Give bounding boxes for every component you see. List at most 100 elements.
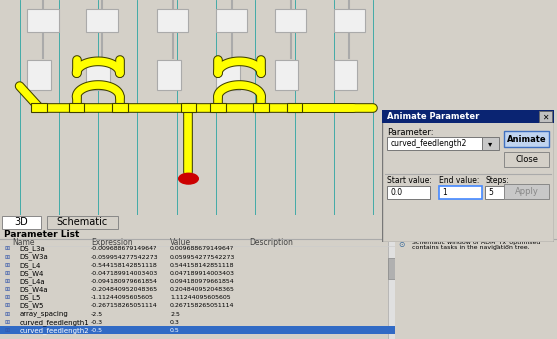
Text: 0.204840952048365: 0.204840952048365 (170, 287, 235, 292)
FancyBboxPatch shape (2, 216, 41, 229)
Text: ⊞: ⊞ (4, 263, 9, 268)
Text: Value: Value (170, 238, 191, 247)
Text: ✕: ✕ (543, 112, 549, 121)
Text: DS_W4a: DS_W4a (20, 286, 48, 293)
FancyBboxPatch shape (27, 8, 59, 32)
Text: ⊞: ⊞ (4, 303, 9, 308)
Text: Schematic window of ADM_Tx_optimised contains tasks in the navigation tree.: Schematic window of ADM_Tx_optimised con… (412, 239, 540, 251)
Text: 1: 1 (442, 188, 447, 197)
Text: DS_L3a: DS_L3a (20, 245, 46, 252)
FancyBboxPatch shape (334, 60, 358, 91)
Text: DS_L5: DS_L5 (20, 294, 41, 301)
Text: ⊞: ⊞ (4, 320, 9, 325)
Bar (112, 103, 128, 112)
Text: Parameter:: Parameter: (387, 128, 433, 137)
Text: curved_feedlength2: curved_feedlength2 (20, 327, 89, 334)
Text: ⊞: ⊞ (4, 271, 9, 276)
FancyBboxPatch shape (86, 60, 110, 91)
Text: curved_feedlength2: curved_feedlength2 (390, 139, 467, 148)
Text: -2.5: -2.5 (91, 312, 103, 317)
Text: Animate: Animate (507, 135, 546, 144)
Bar (210, 103, 226, 112)
FancyBboxPatch shape (334, 8, 365, 32)
Bar (539, 112, 553, 122)
Text: -0.204840952048365: -0.204840952048365 (91, 287, 158, 292)
Text: ⊞: ⊞ (4, 295, 9, 300)
Bar (253, 103, 269, 112)
Circle shape (179, 173, 198, 184)
Text: ⊞: ⊞ (4, 246, 9, 252)
Bar (388, 231, 395, 339)
Text: Parameter List: Parameter List (4, 231, 79, 239)
FancyBboxPatch shape (47, 216, 118, 229)
Text: array_spacing: array_spacing (20, 311, 69, 317)
Text: ▾: ▾ (488, 139, 492, 148)
Text: Description: Description (249, 238, 293, 247)
Text: Name: Name (12, 238, 35, 247)
FancyBboxPatch shape (157, 8, 188, 32)
Bar (0, 326, 395, 334)
FancyBboxPatch shape (157, 60, 180, 91)
Text: Close: Close (515, 155, 538, 164)
Text: DS_W3a: DS_W3a (20, 254, 48, 260)
Text: ⊞: ⊞ (4, 328, 9, 333)
Text: 0.0: 0.0 (390, 188, 402, 197)
Text: ⊞: ⊞ (4, 279, 9, 284)
Text: ○  △  ①  ▣: ○ △ ① ▣ (485, 232, 522, 238)
Text: 0.059954277542273: 0.059954277542273 (170, 255, 236, 260)
Text: 0.544158142851118: 0.544158142851118 (170, 263, 234, 268)
Text: DS_W5: DS_W5 (20, 302, 44, 309)
Text: 2.5: 2.5 (170, 312, 180, 317)
Text: -0.267158265051114: -0.267158265051114 (91, 303, 158, 308)
Text: Schematic: Schematic (57, 217, 108, 227)
Text: 0.094180979661854: 0.094180979661854 (170, 279, 235, 284)
Text: Start value:: Start value: (387, 176, 432, 185)
Text: ⊙: ⊙ (399, 240, 405, 249)
Text: -0.544158142851118: -0.544158142851118 (91, 263, 158, 268)
Bar (504, 153, 549, 167)
Bar (504, 184, 549, 199)
Text: DS_L4: DS_L4 (20, 262, 41, 268)
FancyBboxPatch shape (216, 8, 247, 32)
FancyBboxPatch shape (275, 60, 299, 91)
Text: ⊞: ⊞ (4, 312, 9, 317)
Text: -0.047189914003403: -0.047189914003403 (91, 271, 158, 276)
Text: Expression: Expression (91, 238, 133, 247)
Text: Animate Parameter: Animate Parameter (387, 112, 479, 121)
Text: DS_W4: DS_W4 (20, 270, 44, 277)
Bar (69, 103, 85, 112)
Bar (387, 185, 430, 199)
Text: Steps:: Steps: (485, 176, 509, 185)
Text: -0.059954277542273: -0.059954277542273 (91, 255, 159, 260)
Text: 0.267158265051114: 0.267158265051114 (170, 303, 234, 308)
Text: -0.00968867914964?: -0.00968867914964? (91, 246, 158, 252)
Text: -0.3: -0.3 (91, 320, 103, 325)
Text: End value:: End value: (438, 176, 479, 185)
Text: 0.00968867914964?: 0.00968867914964? (170, 246, 234, 252)
Text: 0.047189914003403: 0.047189914003403 (170, 271, 235, 276)
Text: -0.5: -0.5 (91, 328, 103, 333)
Text: curved_feedlength1: curved_feedlength1 (20, 319, 90, 325)
Text: DS_L4a: DS_L4a (20, 278, 46, 285)
Bar (31, 103, 47, 112)
Text: 1.11244095605605: 1.11244095605605 (170, 295, 231, 300)
Text: ⊞: ⊞ (4, 255, 9, 260)
Bar (180, 103, 197, 112)
Text: 0.3: 0.3 (170, 320, 180, 325)
Text: -0.094180979661854: -0.094180979661854 (91, 279, 158, 284)
FancyBboxPatch shape (275, 8, 306, 32)
Bar (382, 110, 554, 123)
Text: 3D: 3D (14, 217, 28, 227)
Text: 0.5: 0.5 (170, 328, 180, 333)
Bar (438, 185, 482, 199)
FancyBboxPatch shape (216, 60, 240, 91)
Bar (388, 258, 395, 279)
Bar (485, 185, 529, 199)
Bar (482, 137, 499, 150)
Text: ⊞: ⊞ (4, 287, 9, 292)
Bar (287, 103, 302, 112)
Text: 5: 5 (488, 188, 494, 197)
Bar (504, 131, 549, 147)
FancyBboxPatch shape (27, 60, 51, 91)
Text: -1.11244095605605: -1.11244095605605 (91, 295, 154, 300)
